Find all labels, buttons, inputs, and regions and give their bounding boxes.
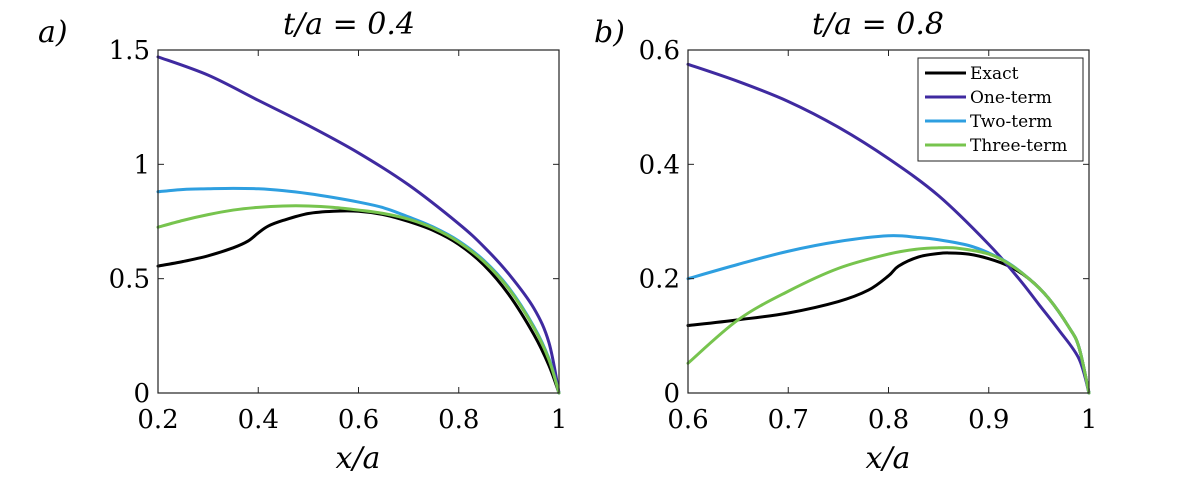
x-tick-label: 1 <box>1081 405 1098 435</box>
y-tick-label: 0 <box>133 379 150 409</box>
chart-title: t/a = 0.8 <box>812 7 944 42</box>
plot-frame <box>687 49 1090 394</box>
chart-title: t/a = 0.4 <box>283 7 415 42</box>
legend-label: Three-term <box>970 136 1067 156</box>
x-tick-label: 0.9 <box>968 405 1009 435</box>
x-tick-label: 0.2 <box>137 405 178 435</box>
y-tick-label: 1.5 <box>109 36 150 66</box>
series-line-one-term <box>156 55 561 395</box>
y-tick-label: 0.5 <box>109 265 150 295</box>
x-tick-label: 0.8 <box>438 405 479 435</box>
series-line-exact <box>156 209 561 395</box>
series-line-exact <box>686 251 1091 395</box>
x-tick-label: 0.6 <box>338 405 379 435</box>
series-line-one-term <box>686 62 1091 395</box>
x-tick-label: 0.8 <box>868 405 909 435</box>
legend: Exact One-term Two-term Three-term <box>917 57 1084 162</box>
x-tick-label: 1 <box>551 405 568 435</box>
y-tick-label: 0.4 <box>639 150 680 180</box>
x-axis-label: x/a <box>866 441 911 476</box>
x-tick-label: 0.7 <box>768 405 809 435</box>
panel-b: b) t/a = 0.8 0.6 0.7 0.8 0.9 1 0 0.2 0.4 0.6 x/a… <box>594 7 1097 476</box>
x-axis-label: x/a <box>336 441 381 476</box>
y-tick-label: 0.6 <box>639 36 680 66</box>
y-tick-label: 0.2 <box>639 265 680 295</box>
panel-a: a) t/a = 0.4 0.2 0.4 0.6 0.8 1 0 0.5 1 1.5 x/a <box>38 7 567 476</box>
x-tick-label: 0.4 <box>238 405 279 435</box>
series-line-three-term <box>156 204 561 395</box>
y-tick-label: 0 <box>663 379 680 409</box>
legend-label: One-term <box>970 88 1052 108</box>
panel-label: b) <box>594 15 625 50</box>
plot-frame <box>157 49 560 394</box>
series-line-two-term <box>156 186 561 395</box>
legend-label: Two-term <box>970 112 1052 132</box>
series-line-three-term <box>686 246 1091 395</box>
panel-label: a) <box>38 15 68 50</box>
y-tick-label: 1 <box>133 150 150 180</box>
legend-label: Exact <box>970 64 1019 84</box>
x-tick-label: 0.6 <box>667 405 708 435</box>
